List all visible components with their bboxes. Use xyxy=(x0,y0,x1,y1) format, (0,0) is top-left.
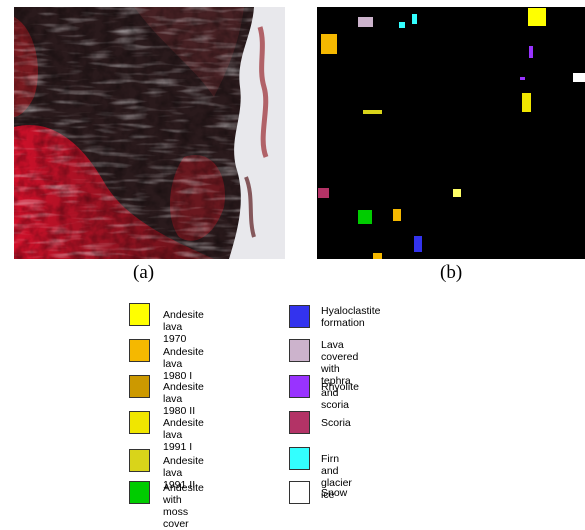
legend-label: Snow xyxy=(321,487,347,499)
roi-region xyxy=(373,253,382,259)
roi-region xyxy=(414,236,422,252)
legend-label: Andesite lava 1980 II xyxy=(163,381,204,417)
legend-label: Andesite lava 1970 xyxy=(163,309,204,345)
legend-label: Lava covered with tephra and scoria xyxy=(321,339,358,411)
legend-swatch xyxy=(289,305,310,328)
satellite-image xyxy=(14,7,285,259)
roi-region xyxy=(318,188,329,198)
legend-swatch xyxy=(129,339,150,362)
roi-region xyxy=(358,17,373,27)
legend-label: Rhyolite xyxy=(321,381,359,393)
roi-region xyxy=(520,77,525,80)
legend-swatch xyxy=(289,481,310,504)
roi-region xyxy=(412,14,417,24)
legend-label: Andesite lava 1980 I xyxy=(163,346,204,382)
roi-map xyxy=(317,7,585,259)
legend-swatch xyxy=(129,375,150,398)
roi-region xyxy=(528,8,546,26)
legend-swatch xyxy=(129,411,150,434)
roi-region xyxy=(522,93,531,112)
legend-swatch xyxy=(289,339,310,362)
roi-region xyxy=(453,189,461,197)
legend-swatch xyxy=(129,449,150,472)
roi-region xyxy=(393,209,401,221)
legend-label: Hyaloclastite formation xyxy=(321,305,381,329)
roi-region xyxy=(358,210,372,224)
legend-swatch xyxy=(129,481,150,504)
roi-region xyxy=(321,34,337,54)
legend-swatch xyxy=(289,411,310,434)
legend-label: Scoria xyxy=(321,417,351,429)
caption-a: (a) xyxy=(133,262,154,284)
legend-swatch xyxy=(129,303,150,326)
legend-label: Andesite with moss cover xyxy=(163,482,204,530)
legend-label: Andesite lava 1991 I xyxy=(163,417,204,453)
roi-region xyxy=(573,73,585,82)
satellite-image-graphic xyxy=(14,7,285,259)
roi-region xyxy=(363,110,382,114)
legend-swatch xyxy=(289,447,310,470)
caption-b: (b) xyxy=(440,262,462,284)
roi-region xyxy=(529,46,533,58)
roi-region xyxy=(399,22,405,28)
legend-swatch xyxy=(289,375,310,398)
